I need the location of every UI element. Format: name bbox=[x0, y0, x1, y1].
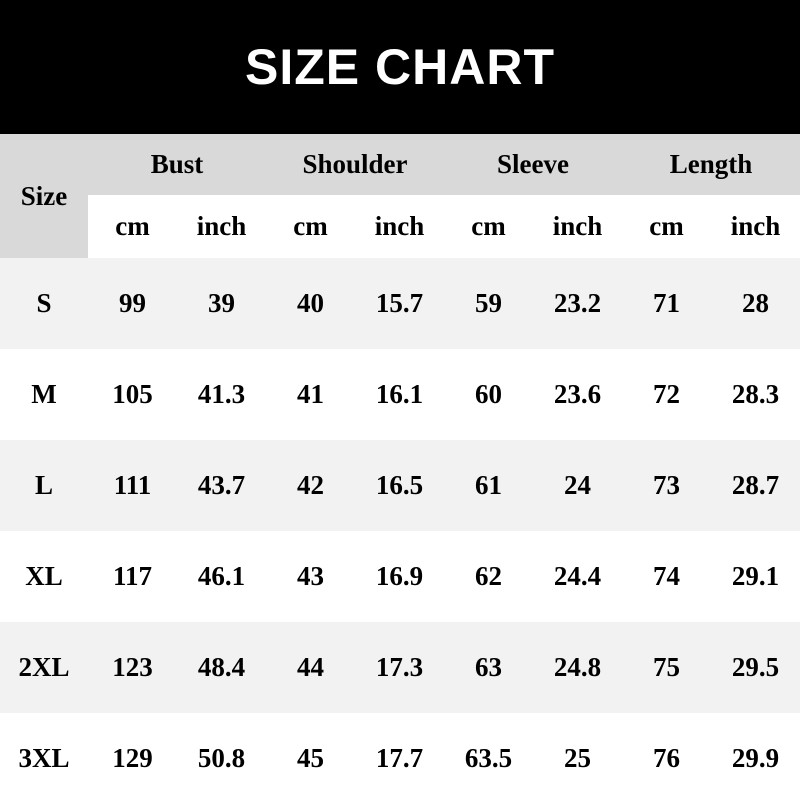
table-row: 3XL 129 50.8 45 17.7 63.5 25 76 29.9 bbox=[0, 713, 800, 804]
value-cell: 17.3 bbox=[355, 622, 444, 713]
value-cell: 45 bbox=[266, 713, 355, 804]
value-cell: 73 bbox=[622, 440, 711, 531]
value-cell: 23.6 bbox=[533, 349, 622, 440]
value-cell: 74 bbox=[622, 531, 711, 622]
value-cell: 28 bbox=[711, 258, 800, 349]
value-cell: 28.3 bbox=[711, 349, 800, 440]
value-cell: 17.7 bbox=[355, 713, 444, 804]
value-cell: 40 bbox=[266, 258, 355, 349]
header-unit: inch bbox=[355, 195, 444, 258]
table-row: M 105 41.3 41 16.1 60 23.6 72 28.3 bbox=[0, 349, 800, 440]
header-shoulder: Shoulder bbox=[266, 134, 444, 195]
value-cell: 62 bbox=[444, 531, 533, 622]
size-cell: M bbox=[0, 349, 88, 440]
value-cell: 29.5 bbox=[711, 622, 800, 713]
value-cell: 29.1 bbox=[711, 531, 800, 622]
value-cell: 71 bbox=[622, 258, 711, 349]
value-cell: 15.7 bbox=[355, 258, 444, 349]
header-row-units: cm inch cm inch cm inch cm inch bbox=[0, 195, 800, 258]
value-cell: 59 bbox=[444, 258, 533, 349]
value-cell: 24.8 bbox=[533, 622, 622, 713]
header-sleeve: Sleeve bbox=[444, 134, 622, 195]
table-row: XL 117 46.1 43 16.9 62 24.4 74 29.1 bbox=[0, 531, 800, 622]
table-row: S 99 39 40 15.7 59 23.2 71 28 bbox=[0, 258, 800, 349]
value-cell: 50.8 bbox=[177, 713, 266, 804]
value-cell: 29.9 bbox=[711, 713, 800, 804]
title-bar: SIZE CHART bbox=[0, 0, 800, 134]
value-cell: 28.7 bbox=[711, 440, 800, 531]
header-size: Size bbox=[0, 134, 88, 258]
value-cell: 25 bbox=[533, 713, 622, 804]
header-unit: inch bbox=[711, 195, 800, 258]
value-cell: 63.5 bbox=[444, 713, 533, 804]
value-cell: 39 bbox=[177, 258, 266, 349]
value-cell: 43.7 bbox=[177, 440, 266, 531]
value-cell: 117 bbox=[88, 531, 177, 622]
size-table: Size Bust Shoulder Sleeve Length cm inch c… bbox=[0, 134, 800, 804]
size-cell: 3XL bbox=[0, 713, 88, 804]
table-row: 2XL 123 48.4 44 17.3 63 24.8 75 29.5 bbox=[0, 622, 800, 713]
value-cell: 42 bbox=[266, 440, 355, 531]
size-cell: XL bbox=[0, 531, 88, 622]
page-title: SIZE CHART bbox=[245, 39, 555, 95]
value-cell: 41.3 bbox=[177, 349, 266, 440]
value-cell: 63 bbox=[444, 622, 533, 713]
header-unit: cm bbox=[88, 195, 177, 258]
size-cell: 2XL bbox=[0, 622, 88, 713]
value-cell: 16.1 bbox=[355, 349, 444, 440]
header-length: Length bbox=[622, 134, 800, 195]
value-cell: 16.9 bbox=[355, 531, 444, 622]
value-cell: 105 bbox=[88, 349, 177, 440]
size-cell: S bbox=[0, 258, 88, 349]
header-unit: inch bbox=[177, 195, 266, 258]
value-cell: 16.5 bbox=[355, 440, 444, 531]
header-unit: cm bbox=[622, 195, 711, 258]
header-bust: Bust bbox=[88, 134, 266, 195]
value-cell: 72 bbox=[622, 349, 711, 440]
value-cell: 75 bbox=[622, 622, 711, 713]
value-cell: 61 bbox=[444, 440, 533, 531]
value-cell: 24.4 bbox=[533, 531, 622, 622]
value-cell: 23.2 bbox=[533, 258, 622, 349]
value-cell: 99 bbox=[88, 258, 177, 349]
size-cell: L bbox=[0, 440, 88, 531]
value-cell: 123 bbox=[88, 622, 177, 713]
value-cell: 41 bbox=[266, 349, 355, 440]
value-cell: 48.4 bbox=[177, 622, 266, 713]
value-cell: 44 bbox=[266, 622, 355, 713]
value-cell: 129 bbox=[88, 713, 177, 804]
header-unit: inch bbox=[533, 195, 622, 258]
header-unit: cm bbox=[266, 195, 355, 258]
value-cell: 46.1 bbox=[177, 531, 266, 622]
value-cell: 24 bbox=[533, 440, 622, 531]
value-cell: 43 bbox=[266, 531, 355, 622]
header-unit: cm bbox=[444, 195, 533, 258]
table-row: L 111 43.7 42 16.5 61 24 73 28.7 bbox=[0, 440, 800, 531]
header-row-groups: Size Bust Shoulder Sleeve Length bbox=[0, 134, 800, 258]
value-cell: 76 bbox=[622, 713, 711, 804]
value-cell: 60 bbox=[444, 349, 533, 440]
value-cell: 111 bbox=[88, 440, 177, 531]
